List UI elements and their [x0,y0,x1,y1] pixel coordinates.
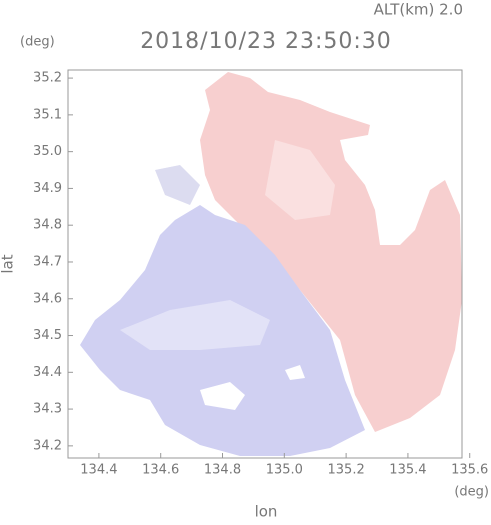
y-tick-label: 34.9 [33,181,62,196]
y-tick-label: 34.2 [33,438,62,453]
y-unit: (deg) [20,35,55,50]
y-tick-label: 35.1 [33,107,62,122]
x-tick-label: 135.6 [451,463,488,478]
y-tick-label: 34.8 [33,218,62,233]
y-tick-label: 34.7 [33,254,62,269]
x-tick-label: 134.4 [80,463,117,478]
x-tick-label: 135.4 [389,463,426,478]
x-unit: (deg) [454,485,489,500]
y-tick-label: 35.0 [33,144,62,159]
plot-frame [67,69,463,459]
altitude: ALT(km) 2.0 [374,1,463,19]
y-tick-label: 35.2 [33,71,62,86]
x-tick-label: 134.8 [204,463,241,478]
x-tick-label: 134.6 [142,463,179,478]
velocity-field [80,72,462,456]
x-axis-label: lon [255,503,278,521]
y-tick-label: 34.3 [33,402,62,417]
y-tick-label: 34.4 [33,365,62,380]
x-tick-label: 135.2 [328,463,365,478]
y-axis-label: lat [0,254,17,273]
axes: 134.4 134.6 134.8 135.0 135.2 135.4 135.6 34.2 3… [33,71,488,478]
y-tick-label: 34.6 [33,291,62,306]
y-tick-label: 34.5 [33,328,62,343]
timestamp: 2018/10/23 23:50:30 [140,29,392,54]
x-tick-label: 135.0 [266,463,303,478]
